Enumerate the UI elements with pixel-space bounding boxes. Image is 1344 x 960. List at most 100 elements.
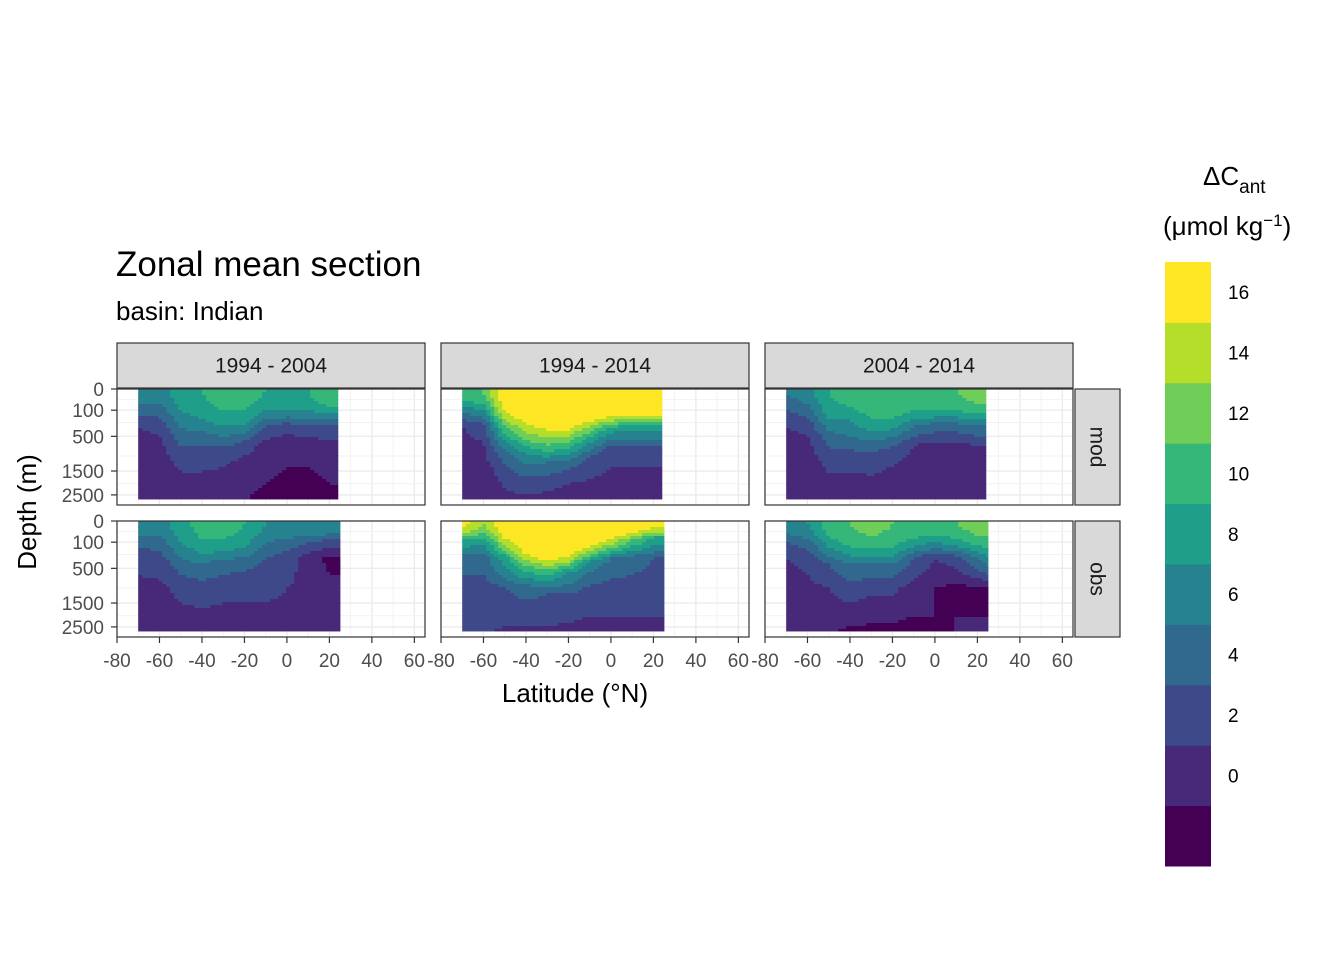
contour-cell xyxy=(230,410,235,414)
contour-cell xyxy=(302,473,307,477)
contour-cell xyxy=(158,389,163,393)
contour-cell xyxy=(174,452,179,456)
contour-cell xyxy=(810,488,815,492)
contour-cell xyxy=(638,428,643,432)
contour-cell xyxy=(862,494,867,498)
contour-cell xyxy=(298,440,303,444)
contour-cell xyxy=(626,479,631,483)
contour-cell xyxy=(854,473,859,477)
contour-cell xyxy=(218,413,223,417)
contour-cell xyxy=(798,395,803,399)
contour-cell xyxy=(598,458,603,462)
contour-cell xyxy=(554,449,559,453)
contour-cell xyxy=(550,494,555,498)
contour-cell xyxy=(586,437,591,441)
contour-cell xyxy=(630,446,635,450)
contour-cell xyxy=(598,395,603,399)
contour-cell xyxy=(166,449,171,453)
contour-cell xyxy=(518,458,523,462)
contour-cell xyxy=(606,479,611,483)
contour-cell xyxy=(206,443,211,447)
contour-cell xyxy=(286,482,291,486)
contour-cell xyxy=(626,413,631,417)
contour-cell xyxy=(886,389,891,393)
contour-cell xyxy=(178,416,183,420)
contour-cell xyxy=(514,476,519,480)
contour-cell xyxy=(218,488,223,492)
contour-cell xyxy=(862,479,867,483)
contour-cell xyxy=(482,479,487,483)
contour-cell xyxy=(858,425,863,429)
contour-cell xyxy=(810,389,815,393)
contour-cell xyxy=(286,404,291,408)
contour-cell xyxy=(822,392,827,396)
contour-cell xyxy=(858,407,863,411)
contour-cell xyxy=(546,476,551,480)
contour-cell xyxy=(594,401,599,405)
contour-cell xyxy=(826,440,831,444)
contour-cell xyxy=(158,413,163,417)
contour-fill xyxy=(462,389,663,500)
contour-cell xyxy=(266,464,271,468)
contour-cell xyxy=(834,398,839,402)
contour-cell xyxy=(866,461,871,465)
contour-cell xyxy=(638,416,643,420)
contour-cell xyxy=(154,416,159,420)
contour-cell xyxy=(302,476,307,480)
contour-cell xyxy=(858,410,863,414)
contour-cell xyxy=(190,485,195,489)
contour-cell xyxy=(574,392,579,396)
contour-cell xyxy=(234,416,239,420)
contour-cell xyxy=(810,434,815,438)
contour-cell xyxy=(210,482,215,486)
contour-cell xyxy=(202,407,207,411)
contour-cell xyxy=(578,485,583,489)
contour-cell xyxy=(250,491,255,495)
contour-cell xyxy=(226,413,231,417)
contour-cell xyxy=(806,389,811,393)
contour-cell xyxy=(474,392,479,396)
contour-cell xyxy=(614,482,619,486)
contour-cell xyxy=(810,461,815,465)
contour-cell xyxy=(310,392,315,396)
contour-cell xyxy=(494,434,499,438)
contour-cell xyxy=(234,440,239,444)
contour-cell xyxy=(462,431,467,435)
contour-cell xyxy=(258,452,263,456)
contour-cell xyxy=(182,398,187,402)
contour-cell xyxy=(302,482,307,486)
contour-cell xyxy=(518,485,523,489)
contour-cell xyxy=(802,413,807,417)
contour-cell xyxy=(822,452,827,456)
contour-cell xyxy=(610,464,615,468)
contour-cell xyxy=(246,398,251,402)
contour-cell xyxy=(170,452,175,456)
contour-cell xyxy=(498,395,503,399)
contour-cell xyxy=(590,473,595,477)
contour-cell xyxy=(482,464,487,468)
contour-cell xyxy=(246,428,251,432)
contour-cell xyxy=(622,485,627,489)
contour-cell xyxy=(798,464,803,468)
contour-cell xyxy=(862,419,867,423)
contour-cell xyxy=(914,434,919,438)
contour-cell xyxy=(646,404,651,408)
contour-cell xyxy=(886,419,891,423)
contour-cell xyxy=(626,425,631,429)
contour-cell xyxy=(194,392,199,396)
contour-cell xyxy=(322,434,327,438)
contour-cell xyxy=(138,422,143,426)
contour-cell xyxy=(530,446,535,450)
contour-cell xyxy=(614,425,619,429)
contour-cell xyxy=(210,410,215,414)
contour-cell xyxy=(562,470,567,474)
contour-cell xyxy=(310,467,315,471)
contour-cell xyxy=(546,464,551,468)
contour-cell xyxy=(538,407,543,411)
contour-cell xyxy=(654,395,659,399)
contour-cell xyxy=(518,431,523,435)
contour-cell xyxy=(514,434,519,438)
contour-cell xyxy=(586,473,591,477)
contour-cell xyxy=(230,407,235,411)
contour-cell xyxy=(510,413,515,417)
